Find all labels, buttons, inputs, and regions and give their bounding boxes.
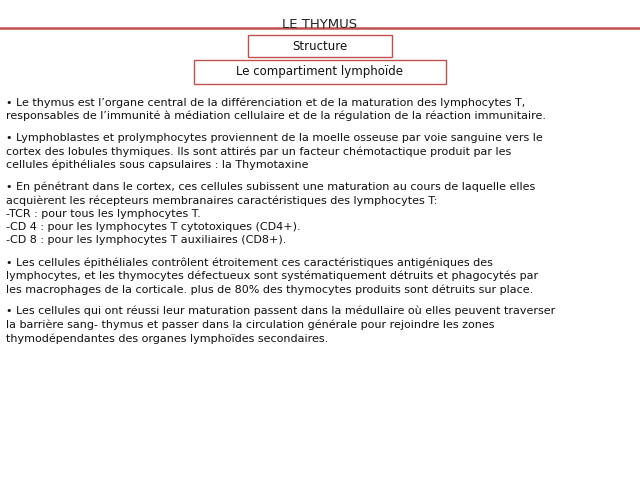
Text: Structure: Structure xyxy=(292,39,348,52)
Text: • Le thymus est l’organe central de la différenciation et de la maturation des l: • Le thymus est l’organe central de la d… xyxy=(6,97,546,121)
Text: • En pénétrant dans le cortex, ces cellules subissent une maturation au cours de: • En pénétrant dans le cortex, ces cellu… xyxy=(6,182,535,245)
Text: Le compartiment lymphoïde: Le compartiment lymphoïde xyxy=(237,65,403,79)
Bar xyxy=(248,35,392,57)
Bar xyxy=(194,60,446,84)
Text: • Les cellules qui ont réussi leur maturation passent dans la médullaire où elle: • Les cellules qui ont réussi leur matur… xyxy=(6,306,556,344)
Text: • Lymphoblastes et prolymphocytes proviennent de la moelle osseuse par voie sang: • Lymphoblastes et prolymphocytes provie… xyxy=(6,133,543,170)
Text: LE THYMUS: LE THYMUS xyxy=(282,18,358,31)
Text: • Les cellules épithéliales contrôlent étroitement ces caractéristiques antigéni: • Les cellules épithéliales contrôlent é… xyxy=(6,257,538,295)
